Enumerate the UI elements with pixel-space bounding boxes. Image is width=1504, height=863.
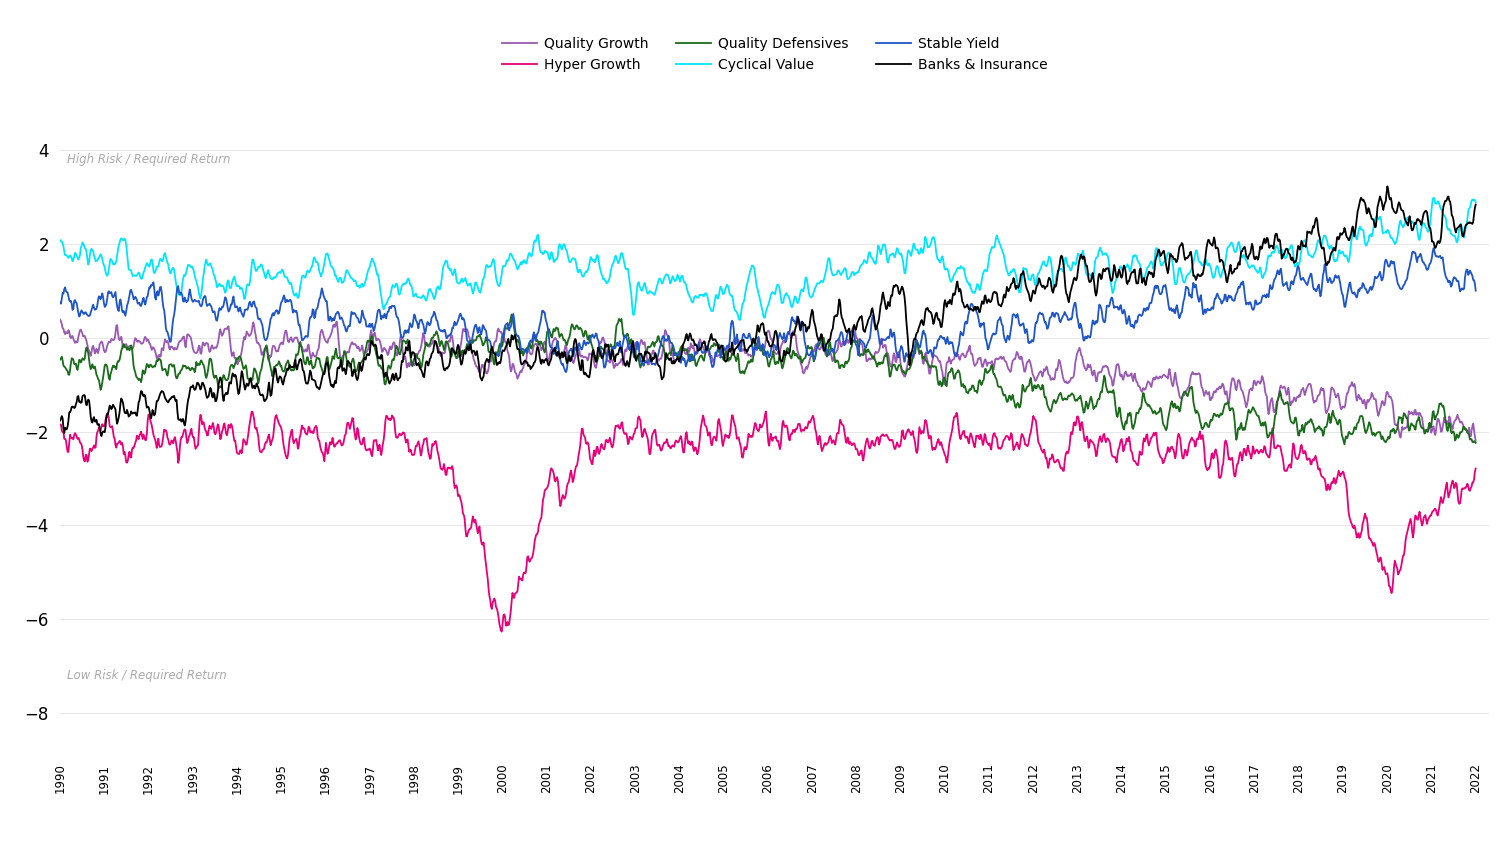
- Banks & Insurance: [217, 389, 235, 400]
- Cyclical Value: [68, 250, 86, 261]
- Quality Defensives: [1466, 438, 1484, 448]
- Line: Quality Growth: Quality Growth: [60, 319, 1475, 441]
- Quality Growth: [215, 324, 233, 334]
- Hyper Growth: [215, 419, 233, 429]
- Quality Defensives: [832, 363, 850, 374]
- Quality Growth: [1275, 381, 1293, 392]
- Cyclical Value: [51, 235, 69, 245]
- Quality Defensives: [344, 353, 362, 363]
- Quality Growth: [693, 340, 711, 350]
- Legend: Quality Growth, Hyper Growth, Quality Defensives, Cyclical Value, Stable Yield, : Quality Growth, Hyper Growth, Quality De…: [496, 32, 1053, 78]
- Hyper Growth: [832, 417, 850, 427]
- Banks & Insurance: [92, 431, 110, 441]
- Banks & Insurance: [1275, 246, 1293, 256]
- Stable Yield: [1424, 243, 1442, 253]
- Line: Hyper Growth: Hyper Growth: [60, 412, 1475, 632]
- Banks & Insurance: [695, 338, 713, 349]
- Hyper Growth: [757, 406, 775, 417]
- Stable Yield: [344, 309, 362, 319]
- Quality Defensives: [1336, 439, 1354, 450]
- Banks & Insurance: [51, 415, 69, 425]
- Cyclical Value: [832, 268, 850, 279]
- Hyper Growth: [1466, 463, 1484, 474]
- Quality Defensives: [68, 362, 86, 373]
- Quality Defensives: [502, 309, 520, 319]
- Cyclical Value: [215, 285, 233, 295]
- Line: Stable Yield: Stable Yield: [60, 248, 1475, 372]
- Line: Banks & Insurance: Banks & Insurance: [60, 186, 1475, 436]
- Hyper Growth: [344, 413, 362, 424]
- Quality Defensives: [51, 355, 69, 365]
- Stable Yield: [1275, 279, 1293, 289]
- Hyper Growth: [695, 411, 713, 421]
- Line: Cyclical Value: Cyclical Value: [60, 198, 1475, 320]
- Cyclical Value: [344, 274, 362, 285]
- Quality Defensives: [215, 372, 233, 382]
- Quality Growth: [1466, 436, 1484, 446]
- Quality Defensives: [695, 355, 713, 365]
- Stable Yield: [1466, 286, 1484, 296]
- Quality Growth: [68, 337, 86, 348]
- Hyper Growth: [1277, 465, 1295, 476]
- Cyclical Value: [693, 291, 711, 301]
- Cyclical Value: [1275, 253, 1293, 263]
- Stable Yield: [68, 298, 86, 308]
- Banks & Insurance: [832, 298, 850, 308]
- Quality Defensives: [1275, 399, 1293, 409]
- Cyclical Value: [731, 315, 749, 325]
- Hyper Growth: [68, 432, 86, 442]
- Hyper Growth: [493, 627, 511, 637]
- Cyclical Value: [1424, 192, 1442, 203]
- Stable Yield: [215, 295, 233, 306]
- Quality Growth: [344, 339, 362, 350]
- Quality Growth: [51, 314, 69, 324]
- Text: High Risk / Required Return: High Risk / Required Return: [68, 153, 230, 166]
- Quality Growth: [830, 334, 848, 344]
- Stable Yield: [51, 298, 69, 308]
- Banks & Insurance: [1378, 181, 1396, 192]
- Text: Low Risk / Required Return: Low Risk / Required Return: [68, 669, 227, 682]
- Banks & Insurance: [68, 397, 86, 407]
- Stable Yield: [832, 330, 850, 340]
- Hyper Growth: [51, 419, 69, 430]
- Stable Yield: [695, 348, 713, 358]
- Banks & Insurance: [344, 365, 362, 375]
- Stable Yield: [556, 367, 575, 377]
- Banks & Insurance: [1466, 199, 1484, 210]
- Cyclical Value: [1466, 197, 1484, 207]
- Line: Quality Defensives: Quality Defensives: [60, 314, 1475, 444]
